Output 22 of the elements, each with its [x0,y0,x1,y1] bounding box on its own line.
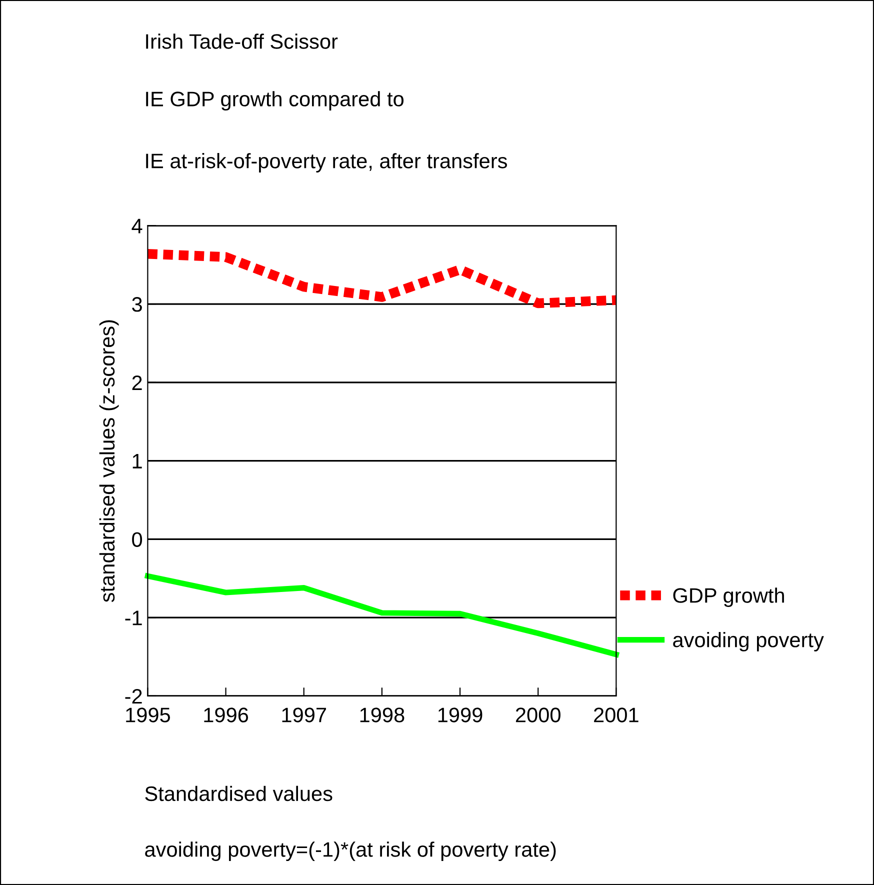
legend-label: avoiding poverty [673,632,824,652]
x-tick-label: 2000 [516,708,560,722]
legend-label: GDP growth [673,588,784,607]
x-tick-label: 1999 [438,708,482,722]
x-tick-label: 1997 [282,708,326,722]
x-tick-label: 1996 [204,708,248,722]
text: IE at-risk-of-poverty rate, after transfers [146,153,507,172]
x-tick-label: 1995 [126,708,170,722]
text: Standardised values [145,786,332,802]
x-tick-label: 2001 [594,708,638,722]
y-tick-label: 2 [132,375,142,390]
x-tick-label: 1998 [360,708,404,722]
y-tick-label: 1 [132,454,142,468]
chart-subtitle: IE GDP growth compared to [146,91,404,111]
y-tick-label: 4 [132,218,142,234]
text: avoiding poverty=(-1)*(at risk of poverty rate) [145,842,556,862]
y-tick-label: 3 [132,297,142,312]
y-axis-title: standardised values (z-scores) [99,320,119,602]
chart-title: Irish Tade-off Scissor [146,34,338,49]
y-tick-label: -2 [125,688,142,704]
y-tick-label: 0 [132,532,142,547]
y-tick-label: -1 [125,610,142,626]
